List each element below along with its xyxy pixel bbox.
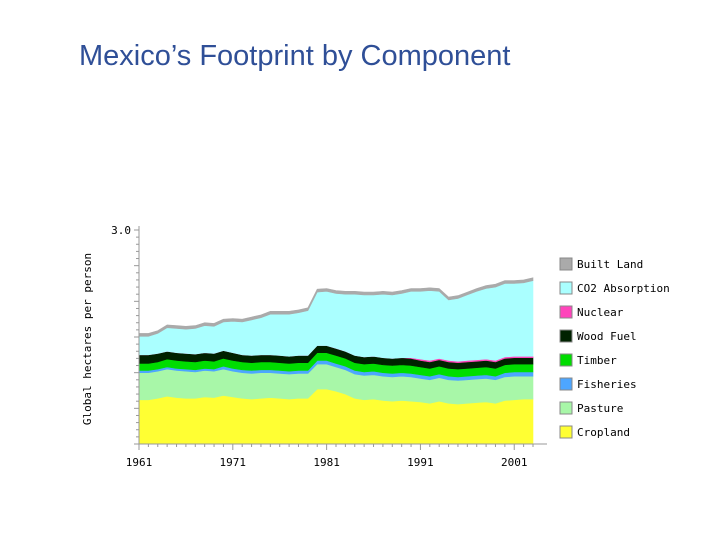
x-tick-label: 1991 (407, 456, 434, 469)
legend-swatch (559, 425, 573, 439)
legend-swatch (559, 281, 573, 295)
x-tick-label: 2001 (501, 456, 528, 469)
legend-item-fisheries: Fisheries (559, 377, 637, 391)
legend-label: Wood Fuel (577, 330, 637, 343)
slide-title: Mexico’s Footprint by Component (79, 40, 511, 72)
y-axis-title: Global hectares per person (81, 253, 94, 425)
legend-item-built-land: Built Land (559, 257, 643, 271)
legend-swatch (559, 353, 573, 367)
legend-item-wood-fuel: Wood Fuel (559, 329, 637, 343)
chart-axes: 3.0 1961 1971 1981 1991 2001 Global hectares p… (81, 224, 547, 469)
legend-item-pasture: Pasture (559, 401, 623, 415)
legend-label: Built Land (577, 258, 643, 271)
legend-label: Cropland (577, 426, 630, 439)
stacked-areas (138, 277, 534, 445)
legend-label: Nuclear (577, 306, 624, 319)
legend-swatch (559, 377, 573, 391)
legend-label: Timber (577, 354, 617, 367)
chart-legend: Built Land CO2 Absorption Nuclear Wood Fuel… (559, 257, 670, 439)
x-tick-label: 1981 (313, 456, 340, 469)
legend-swatch (559, 401, 573, 415)
legend-item-timber: Timber (559, 353, 617, 367)
y-tick-label: 3.0 (111, 224, 131, 237)
legend-label: Fisheries (577, 378, 637, 391)
legend-label: Pasture (577, 402, 623, 415)
legend-swatch (559, 257, 573, 271)
legend-swatch (559, 329, 573, 343)
legend-swatch (559, 305, 573, 319)
legend-item-cropland: Cropland (559, 425, 630, 439)
legend-item-co2-absorption: CO2 Absorption (559, 281, 670, 295)
x-tick-label: 1961 (126, 456, 153, 469)
legend-item-nuclear: Nuclear (559, 305, 624, 319)
x-tick-label: 1971 (220, 456, 247, 469)
legend-label: CO2 Absorption (577, 282, 670, 295)
area-built-land (138, 277, 534, 337)
